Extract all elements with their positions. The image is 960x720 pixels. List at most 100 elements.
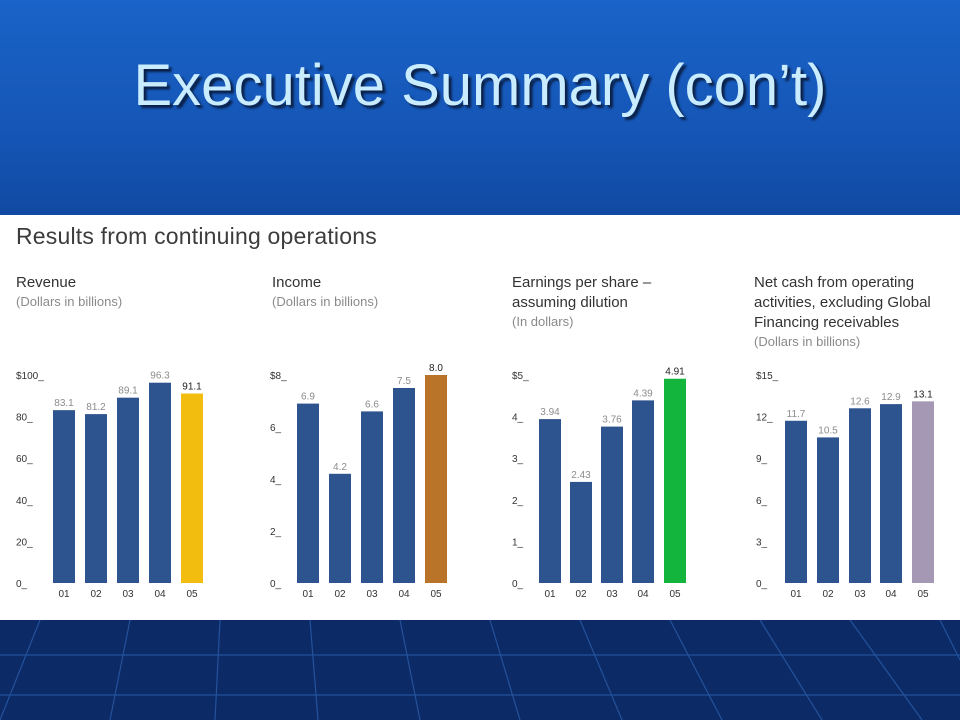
- income-value-label: 6.6: [365, 399, 379, 410]
- revenue-ytick-label: 40_: [16, 496, 33, 507]
- income-xtick-label: 05: [430, 589, 442, 600]
- netcash-xtick-label: 02: [822, 589, 834, 600]
- income-bar: [329, 473, 351, 583]
- eps-ytick-label: 0_: [512, 579, 524, 590]
- revenue-xtick-label: 04: [154, 589, 166, 600]
- netcash-subtitle: (Dollars in billions): [754, 334, 861, 349]
- bar-charts: 0_ 20_ 40_ 60_ 80_ $100_ 83.1 01 81.2 02 89.1 03 96.…: [16, 363, 934, 600]
- revenue-value-label: 81.2: [86, 402, 106, 413]
- revenue-value-label: 91.1: [182, 382, 202, 393]
- eps-ytick-label: 3_: [512, 454, 524, 465]
- netcash-ytick-label: 6_: [756, 496, 768, 507]
- revenue-xtick-label: 03: [122, 589, 134, 600]
- income-bar: [361, 411, 383, 583]
- slide-title: Executive Summary (con’t): [133, 53, 827, 118]
- income-xtick-label: 01: [302, 589, 314, 600]
- netcash-value-label: 12.6: [850, 396, 870, 407]
- decorative-footer: [0, 620, 960, 720]
- revenue-subtitle: (Dollars in billions): [16, 294, 123, 309]
- revenue-xtick-label: 05: [186, 589, 198, 600]
- income-ytick-label: 2_: [270, 527, 282, 538]
- revenue-value-label: 83.1: [54, 398, 74, 409]
- eps-bar: [601, 426, 623, 583]
- income-xtick-label: 04: [398, 589, 410, 600]
- revenue-ytick-label: 80_: [16, 413, 33, 424]
- eps-xtick-label: 01: [544, 589, 556, 600]
- income-bar: [393, 388, 415, 583]
- netcash-ytick-label: 0_: [756, 579, 768, 590]
- title-band: Executive Summary (con’t): [0, 0, 960, 215]
- eps-value-label: 3.94: [540, 407, 560, 418]
- revenue-ytick-label: 20_: [16, 537, 33, 548]
- results-panel: Results from continuing operations Reven…: [0, 215, 960, 620]
- netcash-value-label: 11.7: [787, 409, 806, 420]
- eps-value-label: 2.43: [571, 470, 591, 481]
- eps-header: Earnings per share – assuming dilution (…: [512, 273, 732, 331]
- netcash-bar: [880, 404, 902, 583]
- netcash-header: Net cash from operating activities, excl…: [754, 273, 960, 351]
- netcash-xtick-label: 03: [854, 589, 866, 600]
- income-subtitle: (Dollars in billions): [272, 294, 379, 309]
- income-value-label: 7.5: [397, 376, 411, 387]
- netcash-title: Net cash from operating activities, excl…: [754, 274, 931, 331]
- revenue-ytick-label: 60_: [16, 454, 33, 465]
- revenue-ytick-label: $100_: [16, 371, 44, 382]
- netcash-ytick-label: $15_: [756, 371, 779, 382]
- netcash-ytick-label: 12_: [756, 413, 773, 424]
- income-ytick-label: 0_: [270, 579, 282, 590]
- netcash-bar: [849, 408, 871, 583]
- eps-bar: [632, 400, 654, 583]
- revenue-bar: [53, 410, 75, 583]
- netcash-ytick-label: 9_: [756, 454, 768, 465]
- income-ytick-label: 4_: [270, 475, 282, 486]
- eps-ytick-label: 1_: [512, 537, 524, 548]
- revenue-value-label: 89.1: [118, 386, 138, 397]
- eps-subtitle: (In dollars): [512, 314, 574, 329]
- income-ytick-label: $8_: [270, 371, 287, 382]
- netcash-value-label: 12.9: [881, 392, 901, 403]
- revenue-bar: [149, 382, 171, 583]
- revenue-header: Revenue (Dollars in billions): [16, 273, 236, 311]
- eps-bar: [539, 419, 561, 583]
- netcash-xtick-label: 04: [885, 589, 897, 600]
- grid-decoration: [0, 620, 960, 720]
- netcash-bar: [817, 437, 839, 583]
- eps-ytick-label: $5_: [512, 371, 529, 382]
- income-xtick-label: 03: [366, 589, 378, 600]
- revenue-xtick-label: 01: [58, 589, 70, 600]
- eps-bar: [570, 481, 592, 583]
- eps-xtick-label: 04: [637, 589, 649, 600]
- income-bar: [297, 403, 319, 583]
- revenue-bar: [85, 414, 107, 583]
- income-value-label: 8.0: [429, 363, 443, 374]
- income-value-label: 6.9: [301, 392, 315, 403]
- income-title: Income: [272, 274, 322, 291]
- section-title: Results from continuing operations: [16, 223, 377, 249]
- revenue-ytick-label: 0_: [16, 579, 28, 590]
- eps-ytick-label: 2_: [512, 496, 524, 507]
- eps-xtick-label: 05: [669, 589, 681, 600]
- netcash-bar: [785, 420, 807, 583]
- netcash-bar: [912, 401, 934, 583]
- eps-ytick-label: 4_: [512, 413, 524, 424]
- income-header: Income (Dollars in billions): [272, 273, 492, 311]
- income-ytick-label: 6_: [270, 423, 282, 434]
- revenue-bar: [181, 393, 203, 583]
- eps-title: Earnings per share – assuming dilution: [512, 274, 652, 311]
- netcash-xtick-label: 05: [917, 589, 929, 600]
- eps-value-label: 3.76: [602, 415, 622, 426]
- revenue-xtick-label: 02: [90, 589, 102, 600]
- netcash-value-label: 10.5: [818, 425, 838, 436]
- netcash-xtick-label: 01: [790, 589, 802, 600]
- netcash-ytick-label: 3_: [756, 537, 768, 548]
- eps-value-label: 4.39: [633, 388, 653, 399]
- eps-value-label: 4.91: [665, 367, 685, 378]
- netcash-value-label: 13.1: [913, 389, 933, 400]
- eps-bar: [664, 378, 686, 583]
- income-xtick-label: 02: [334, 589, 346, 600]
- eps-xtick-label: 03: [606, 589, 618, 600]
- revenue-title: Revenue: [16, 274, 77, 291]
- eps-xtick-label: 02: [575, 589, 587, 600]
- income-value-label: 4.2: [333, 462, 347, 473]
- income-bar: [425, 375, 447, 583]
